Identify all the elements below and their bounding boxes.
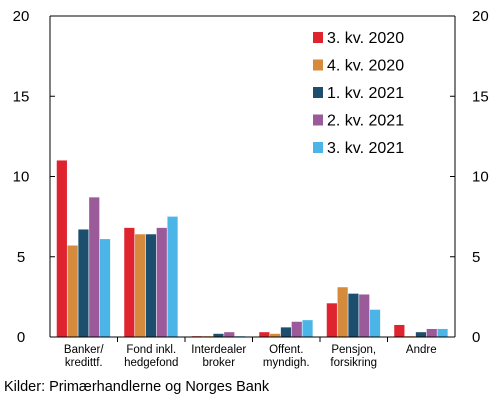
bars-layer [56,160,448,337]
category-label: forsikring [330,357,377,369]
legend-swatch [313,59,323,71]
category-label: Andre [406,344,437,356]
bar [270,333,281,337]
bar [124,227,135,337]
y-tick-label-right: 10 [472,169,489,186]
y-tick-label-left: 0 [17,329,25,346]
bar-chart: 0 5 10 15 20 0 5 10 15 20 Banker/kredittf. Fond in… [13,8,489,369]
legend-swatch [313,114,323,126]
legend-label: 1. kv. 2021 [327,85,404,102]
bar [291,321,302,337]
y-tick-label-right: 15 [472,88,489,105]
y-tick-label-left: 20 [13,8,30,25]
category-label: broker [202,357,235,369]
category-label: Banker/ [64,344,104,356]
legend: 3. kv. 2020 4. kv. 2020 1. kv. 2021 2. kv. … [313,30,404,157]
bar [348,293,359,337]
category-label: Offent. [269,344,303,356]
bar [78,229,89,337]
bar [67,245,78,337]
bar [135,234,146,337]
bar [224,332,235,337]
y-tick-label-right: 0 [472,329,480,346]
category-label: Fond inkl. [126,344,176,356]
y-tick-label-left: 10 [13,169,30,186]
y-tick-label-left: 15 [13,88,30,105]
category-label: hedgefond [124,357,178,369]
y-tick-label-right: 5 [472,249,480,266]
bar [326,303,337,337]
source-note: Kilder: Primærhandlerne og Norges Bank [4,379,270,395]
category-label: kredittf. [65,357,103,369]
legend-label: 2. kv. 2021 [327,113,404,130]
bar [259,332,270,337]
bar [56,160,67,337]
axes-layer [49,15,456,342]
bar [415,332,427,337]
bar [145,234,157,337]
category-label: myndigh. [263,357,310,369]
legend-swatch [313,142,323,153]
bar [337,287,348,337]
legend-swatch [313,32,323,43]
bar [426,328,437,337]
bar [394,324,405,337]
y-tick-label-left: 5 [17,249,25,266]
legend-label: 4. kv. 2020 [327,58,404,75]
bar [369,309,381,337]
legend-label: 3. kv. 2020 [327,30,404,47]
bar [359,294,370,337]
bar [99,239,111,337]
tick-labels-layer: 0 5 10 15 20 0 5 10 15 20 [13,8,489,346]
legend-swatch [313,87,323,98]
bar [156,227,167,337]
category-label: Interdealer [191,344,246,356]
bar [213,333,224,337]
bar [89,197,100,337]
bar [280,327,292,337]
category-label: Pensjon, [331,344,376,356]
bar [302,320,313,337]
bar [437,328,448,337]
bar [167,216,178,337]
category-labels-layer: Banker/kredittf. Fond inkl.hedgefond Inter… [64,344,437,369]
legend-label: 3. kv. 2021 [327,140,404,157]
y-tick-label-right: 20 [472,8,489,25]
